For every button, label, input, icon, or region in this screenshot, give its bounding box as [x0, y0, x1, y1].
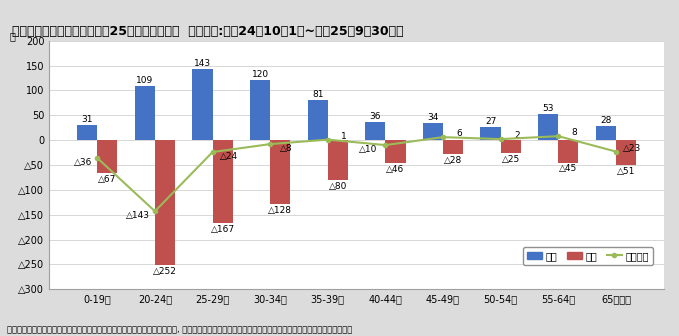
- Text: △252: △252: [153, 267, 177, 277]
- Bar: [595, 126, 616, 140]
- Text: 6: 6: [456, 129, 462, 138]
- Text: 143: 143: [194, 59, 211, 68]
- Text: △51: △51: [617, 167, 635, 176]
- Legend: 転入, 転出, 社会増減: 転入, 転出, 社会増減: [524, 247, 653, 264]
- Bar: [443, 140, 463, 154]
- Text: △36: △36: [74, 158, 92, 167]
- Text: 8: 8: [572, 128, 577, 137]
- Text: 人: 人: [10, 31, 15, 41]
- Bar: [386, 140, 405, 163]
- Bar: [308, 100, 328, 140]
- Text: △45: △45: [559, 165, 577, 173]
- Text: 注）転入には、県外から転入した者で市が職権により「記載」した人の数が, 転出には、県外へ転出した者で住民票から「削除」した人の数は含まない。: 注）転入には、県外から転入した者で市が職権により「記載」した人の数が, 転出には…: [7, 325, 352, 334]
- Text: △46: △46: [386, 165, 405, 174]
- Text: △128: △128: [268, 206, 292, 215]
- Bar: [423, 123, 443, 140]
- Text: △8: △8: [280, 143, 293, 153]
- Text: △10: △10: [359, 144, 378, 154]
- Text: △24: △24: [219, 152, 238, 161]
- Text: 36: 36: [369, 112, 381, 121]
- Bar: [192, 69, 213, 140]
- Bar: [481, 127, 500, 140]
- Text: △28: △28: [444, 156, 462, 165]
- Text: 53: 53: [543, 104, 554, 113]
- Bar: [250, 80, 270, 140]
- Bar: [328, 140, 348, 180]
- Text: △67: △67: [98, 175, 117, 184]
- Bar: [616, 140, 636, 166]
- Text: 109: 109: [136, 76, 153, 85]
- Text: △167: △167: [210, 225, 235, 234]
- Bar: [538, 114, 558, 140]
- Text: △80: △80: [329, 182, 347, 191]
- Bar: [558, 140, 579, 163]
- Text: 2: 2: [514, 131, 519, 140]
- Text: 34: 34: [427, 113, 439, 122]
- Text: 28: 28: [600, 116, 612, 125]
- Bar: [270, 140, 291, 204]
- Bar: [97, 140, 117, 173]
- Bar: [77, 125, 97, 140]
- Text: 31: 31: [81, 115, 93, 124]
- Text: △23: △23: [623, 143, 641, 153]
- Bar: [500, 140, 521, 153]
- Text: 120: 120: [251, 71, 269, 79]
- Text: △25: △25: [502, 155, 520, 164]
- Text: △143: △143: [126, 211, 149, 220]
- Bar: [134, 86, 155, 140]
- Text: 27: 27: [485, 117, 496, 126]
- Text: 1: 1: [341, 132, 347, 141]
- Text: 年代別原因者社会動態（平成25年人口移動調査  調査年月:平成24年10月1日~平成25年9月30日）: 年代別原因者社会動態（平成25年人口移動調査 調査年月:平成24年10月1日~平…: [12, 25, 404, 38]
- Text: 81: 81: [312, 90, 323, 99]
- Bar: [365, 122, 386, 140]
- Bar: [213, 140, 233, 223]
- Bar: [155, 140, 175, 265]
